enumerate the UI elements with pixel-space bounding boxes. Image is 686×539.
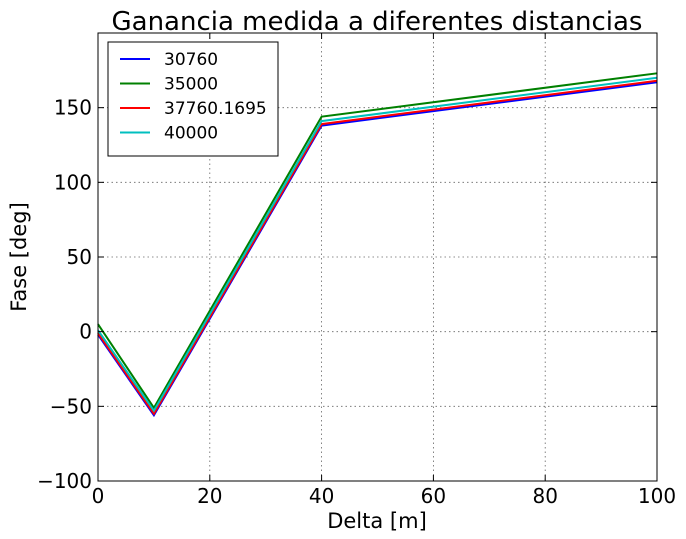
x-tick-label: 20 bbox=[197, 484, 222, 508]
legend-label-0: 30760 bbox=[164, 50, 218, 70]
chart-title: Ganancia medida a diferentes distancias bbox=[112, 7, 643, 37]
y-axis-label: Fase [deg] bbox=[7, 202, 31, 312]
legend-label-2: 37760.1695 bbox=[164, 99, 267, 119]
x-tick-label: 60 bbox=[421, 484, 446, 508]
series-line-1 bbox=[97, 72, 658, 410]
legend-box bbox=[107, 41, 279, 157]
y-tick-label: 50 bbox=[67, 245, 92, 269]
legend-label-1: 35000 bbox=[164, 75, 218, 95]
ticks: 0 20 40 60 80 100 −100 −50 0 50 100 150 bbox=[37, 33, 676, 508]
x-tick-label: 0 bbox=[92, 484, 105, 508]
y-tick-label: 150 bbox=[54, 96, 92, 120]
x-axis-label: Delta [m] bbox=[327, 509, 427, 533]
legend-label-3: 40000 bbox=[164, 124, 218, 144]
x-tick-label: 40 bbox=[309, 484, 334, 508]
x-tick-label: 80 bbox=[532, 484, 557, 508]
y-tick-label: 0 bbox=[79, 320, 92, 344]
y-tick-label: −100 bbox=[37, 469, 92, 493]
series-line-3 bbox=[97, 76, 658, 413]
y-tick-label: −50 bbox=[50, 394, 92, 418]
series-lines bbox=[97, 72, 658, 418]
series-line-2 bbox=[97, 79, 658, 416]
y-tick-label: 100 bbox=[54, 170, 92, 194]
x-tick-label: 100 bbox=[638, 484, 676, 508]
legend: 30760 35000 37760.1695 40000 bbox=[107, 41, 279, 157]
